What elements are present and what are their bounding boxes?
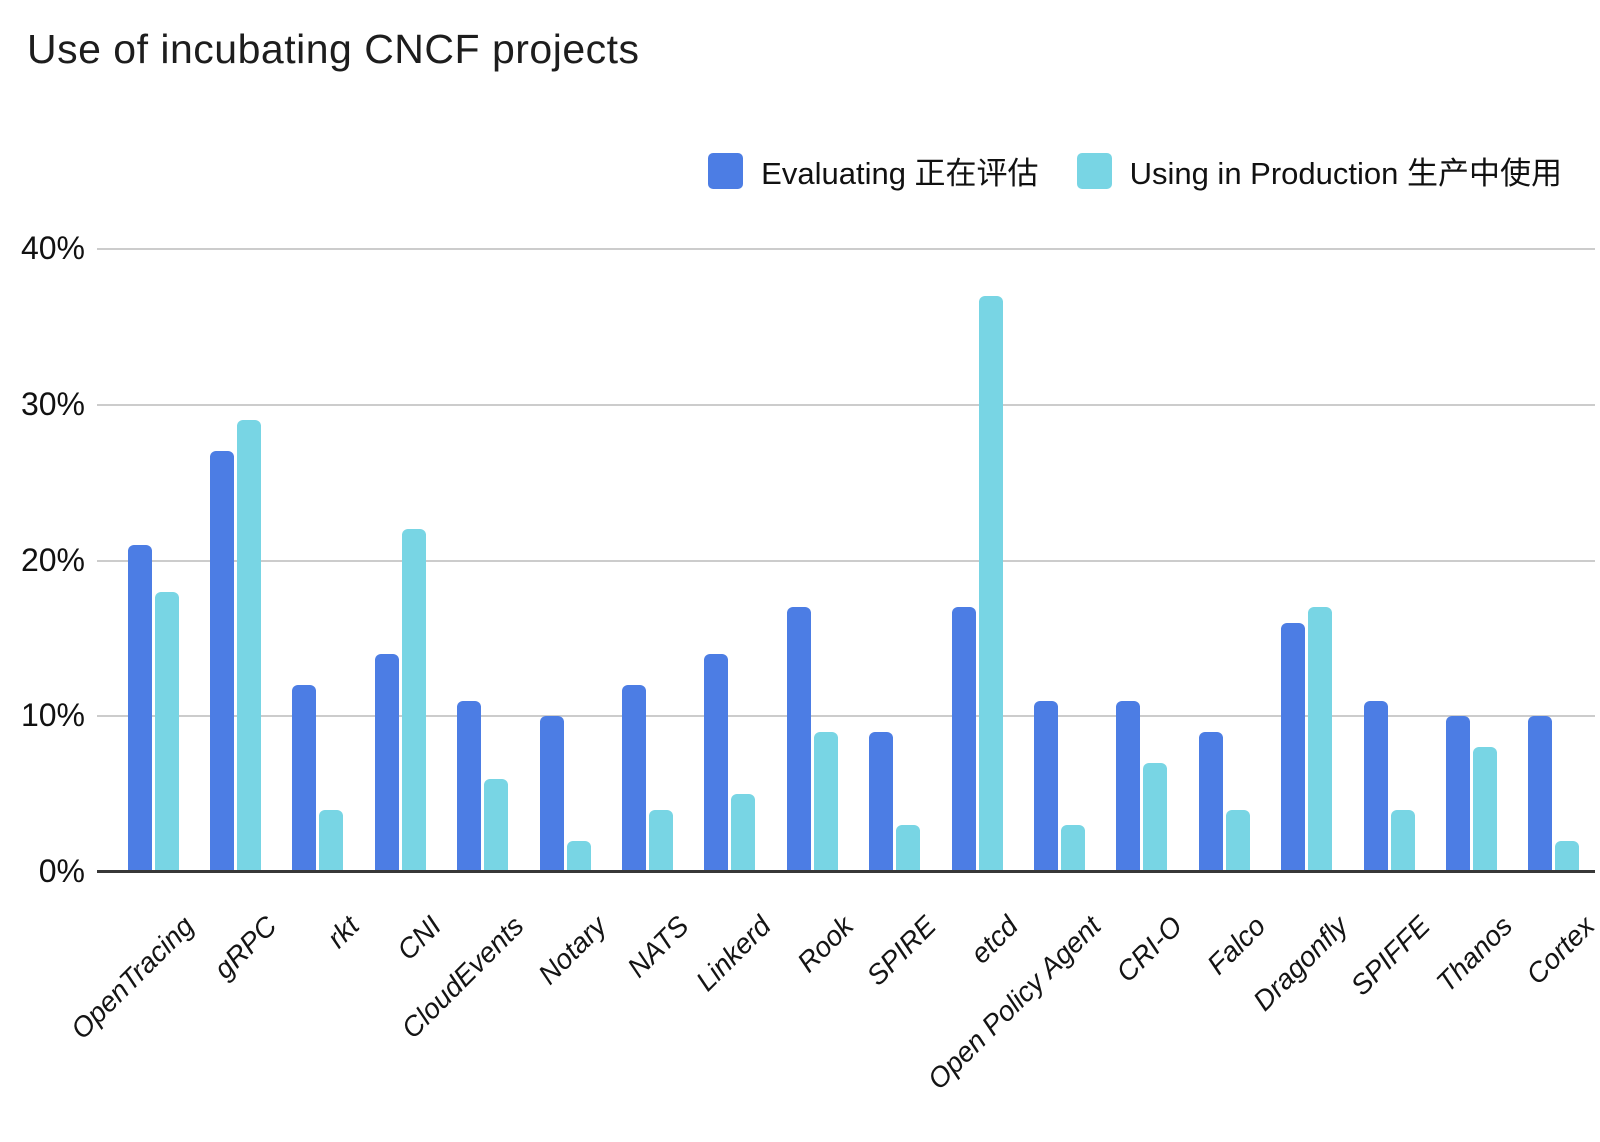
- x-axis-label-spire: SPIRE: [860, 910, 942, 992]
- bar-evaluating-cortex: [1528, 716, 1553, 872]
- y-axis-tick-label: 10%: [20, 697, 85, 734]
- bar-production-nats: [648, 809, 673, 872]
- legend-label-production: Using in Production 生产中使用: [1129, 156, 1562, 191]
- y-axis-tick-label: 40%: [20, 230, 85, 266]
- bar-production-open-policy-agent: [1060, 825, 1085, 872]
- bar-evaluating-notary: [539, 716, 564, 872]
- bar-production-cri-o: [1143, 762, 1168, 872]
- y-axis-tick-label: 20%: [20, 541, 85, 578]
- bar-production-linkerd: [731, 794, 756, 872]
- x-axis-line: [97, 870, 1595, 873]
- gridline-30: [97, 403, 1595, 406]
- gridline-10: [97, 715, 1595, 718]
- bar-evaluating-open-policy-agent: [1033, 700, 1058, 872]
- bar-production-notary: [566, 840, 591, 872]
- x-axis-label-cni: CNI: [391, 910, 448, 967]
- y-axis-tick-label: 30%: [20, 385, 85, 422]
- bar-evaluating-cloudevents: [457, 700, 482, 872]
- legend: Evaluating 正在评估 Using in Production 生产中使…: [708, 148, 1562, 193]
- x-axis-label-spiffe: SPIFFE: [1344, 910, 1436, 1002]
- bar-production-falco: [1225, 809, 1250, 872]
- bar-production-etcd: [978, 295, 1003, 872]
- bar-production-grpc: [236, 420, 261, 872]
- bar-evaluating-linkerd: [704, 653, 729, 872]
- x-axis-label-cri-o: CRI-O: [1110, 910, 1189, 989]
- bar-production-cortex: [1555, 840, 1580, 872]
- legend-swatch-production: [1076, 152, 1112, 189]
- x-axis-label-opentracing: OpenTracing: [65, 910, 200, 1045]
- bar-production-dragonfly: [1308, 607, 1333, 872]
- bar-production-rook: [813, 731, 838, 872]
- bar-evaluating-spire: [869, 731, 894, 872]
- legend-item-evaluating: Evaluating 正在评估: [708, 148, 1039, 193]
- bar-production-cni: [401, 529, 426, 872]
- bar-evaluating-rkt: [292, 685, 317, 872]
- bar-production-thanos: [1472, 747, 1497, 872]
- bar-evaluating-cri-o: [1116, 700, 1141, 872]
- bar-evaluating-etcd: [951, 607, 976, 872]
- bar-production-opentracing: [154, 591, 179, 872]
- x-axis-label-rook: Rook: [790, 910, 860, 979]
- gridline-40: [97, 248, 1595, 250]
- x-axis-label-notary: Notary: [531, 910, 612, 991]
- bar-evaluating-spiffe: [1363, 700, 1388, 872]
- bar-evaluating-opentracing: [127, 544, 152, 872]
- bar-evaluating-falco: [1198, 731, 1223, 872]
- bar-evaluating-thanos: [1445, 716, 1470, 872]
- bar-evaluating-grpc: [209, 451, 234, 872]
- bar-production-rkt: [319, 809, 344, 872]
- x-axis-label-linkerd: Linkerd: [689, 910, 777, 997]
- bar-evaluating-cni: [374, 653, 399, 872]
- x-axis-label-falco: Falco: [1200, 910, 1272, 981]
- bar-production-spiffe: [1390, 809, 1415, 872]
- bar-evaluating-rook: [786, 607, 811, 872]
- gridline-20: [97, 559, 1595, 562]
- y-axis-tick-label: 0%: [38, 853, 85, 889]
- x-axis-label-rkt: rkt: [320, 910, 365, 954]
- bar-production-cloudevents: [484, 778, 509, 872]
- bar-evaluating-dragonfly: [1281, 622, 1306, 872]
- bar-evaluating-nats: [621, 685, 646, 872]
- chart-title: Use of incubating CNCF projects: [27, 26, 640, 72]
- x-axis-label-etcd: etcd: [964, 910, 1024, 970]
- x-axis-label-cortex: Cortex: [1520, 910, 1600, 991]
- x-axis-label-grpc: gRPC: [207, 910, 283, 985]
- bar-production-spire: [896, 825, 921, 872]
- x-axis-label-thanos: Thanos: [1430, 910, 1519, 998]
- legend-swatch-evaluating: [708, 152, 744, 189]
- legend-label-evaluating: Evaluating 正在评估: [761, 156, 1039, 191]
- x-axis-label-nats: NATS: [621, 910, 695, 984]
- legend-item-production: Using in Production 生产中使用: [1076, 148, 1562, 193]
